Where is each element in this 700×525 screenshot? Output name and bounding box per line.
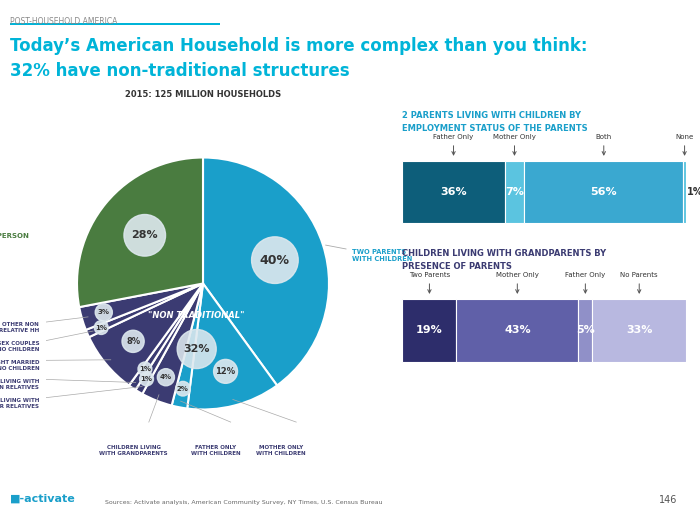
Bar bbox=[524, 161, 683, 223]
Text: No Parents: No Parents bbox=[620, 272, 658, 293]
Wedge shape bbox=[187, 284, 277, 410]
Text: 2015: 125 MILLION HOUSEHOLDS: 2015: 125 MILLION HOUSEHOLDS bbox=[125, 90, 281, 99]
Wedge shape bbox=[136, 284, 203, 394]
Text: POST-HOUSEHOLD AMERICA: POST-HOUSEHOLD AMERICA bbox=[10, 17, 117, 26]
Text: MOTHER ONLY
WITH CHILDREN: MOTHER ONLY WITH CHILDREN bbox=[256, 445, 306, 456]
Text: 146: 146 bbox=[659, 495, 678, 505]
Text: 2%: 2% bbox=[177, 386, 189, 392]
Text: FATHER ONLY
WITH CHILDREN: FATHER ONLY WITH CHILDREN bbox=[191, 445, 240, 456]
Text: 36%: 36% bbox=[440, 187, 467, 197]
Text: Father Only: Father Only bbox=[433, 134, 474, 155]
Text: Mother Only: Mother Only bbox=[496, 272, 539, 293]
Wedge shape bbox=[77, 158, 203, 307]
Text: 28%: 28% bbox=[132, 230, 158, 240]
Circle shape bbox=[214, 360, 237, 383]
Wedge shape bbox=[142, 284, 203, 405]
Text: 2 PARENTS LIVING WITH CHILDREN BY: 2 PARENTS LIVING WITH CHILDREN BY bbox=[402, 111, 582, 120]
Text: 33%: 33% bbox=[626, 326, 652, 335]
Text: CHILDREN LIVING
WITH GRANDPARENTS: CHILDREN LIVING WITH GRANDPARENTS bbox=[99, 445, 168, 456]
Text: Father Only: Father Only bbox=[565, 272, 606, 293]
Circle shape bbox=[139, 372, 153, 386]
Text: 32%: 32% bbox=[183, 344, 210, 354]
Text: Today’s American Household is more complex than you think:: Today’s American Household is more compl… bbox=[10, 37, 587, 55]
Text: 1%: 1% bbox=[687, 187, 700, 197]
Text: 5%: 5% bbox=[576, 326, 595, 335]
Text: 1%: 1% bbox=[139, 366, 151, 372]
Circle shape bbox=[122, 330, 144, 352]
Text: HOUSEHOLD FAMILY ARRANGEMENTS, U.S., 2015, PERCENT: HOUSEHOLD FAMILY ARRANGEMENTS, U.S., 201… bbox=[20, 114, 321, 123]
Text: Two Parents: Two Parents bbox=[409, 272, 450, 293]
Text: 3%: 3% bbox=[98, 309, 110, 316]
Bar bbox=[592, 299, 686, 362]
Text: None: None bbox=[676, 134, 694, 155]
Text: TWO PARENTS
WITH CHILDREN: TWO PARENTS WITH CHILDREN bbox=[326, 245, 412, 262]
Text: PRESENCE OF PARENTS: PRESENCE OF PARENTS bbox=[402, 262, 512, 271]
Text: Sources: Activate analysis, American Community Survey, NY Times, U.S. Census Bur: Sources: Activate analysis, American Com… bbox=[105, 500, 383, 505]
Wedge shape bbox=[86, 284, 203, 337]
Text: 8%: 8% bbox=[126, 337, 140, 346]
Bar bbox=[402, 299, 456, 362]
Text: OTHER NON
RELATIVE HH: OTHER NON RELATIVE HH bbox=[0, 322, 39, 333]
Text: CHILDREN LIVING WITH
OTHER RELATIVES: CHILDREN LIVING WITH OTHER RELATIVES bbox=[0, 398, 39, 408]
Text: ■-activate: ■-activate bbox=[10, 494, 76, 504]
Text: STRAIGHT MARRIED
COUPLES NO CHILDREN: STRAIGHT MARRIED COUPLES NO CHILDREN bbox=[0, 360, 39, 371]
Text: 12%: 12% bbox=[216, 367, 236, 376]
Text: CHILDREN LIVING WITH
NON RELATIVES: CHILDREN LIVING WITH NON RELATIVES bbox=[0, 379, 39, 390]
Wedge shape bbox=[89, 284, 203, 385]
Bar bbox=[683, 161, 686, 223]
Wedge shape bbox=[129, 284, 203, 390]
Bar bbox=[456, 299, 578, 362]
Text: 7%: 7% bbox=[505, 187, 524, 197]
Circle shape bbox=[251, 237, 298, 284]
Circle shape bbox=[124, 215, 165, 256]
Circle shape bbox=[95, 304, 113, 321]
Bar bbox=[578, 299, 592, 362]
Wedge shape bbox=[172, 284, 203, 408]
Text: Both: Both bbox=[596, 134, 612, 155]
Text: "NON TRADITIONAL": "NON TRADITIONAL" bbox=[148, 310, 245, 320]
Text: 4%: 4% bbox=[160, 374, 172, 380]
Text: Mother Only: Mother Only bbox=[493, 134, 536, 155]
Circle shape bbox=[158, 369, 174, 386]
Bar bbox=[402, 161, 505, 223]
Circle shape bbox=[177, 330, 216, 369]
Text: 32% have non-traditional structures: 32% have non-traditional structures bbox=[10, 62, 349, 80]
Text: 1%: 1% bbox=[95, 324, 107, 331]
Circle shape bbox=[94, 321, 108, 334]
Text: 56%: 56% bbox=[591, 187, 617, 197]
Text: SAME SEX COUPLES
NO CHILDREN: SAME SEX COUPLES NO CHILDREN bbox=[0, 341, 39, 352]
Text: 19%: 19% bbox=[416, 326, 443, 335]
Text: 1%: 1% bbox=[141, 376, 153, 382]
Text: 43%: 43% bbox=[504, 326, 531, 335]
Circle shape bbox=[176, 381, 190, 396]
Wedge shape bbox=[203, 158, 329, 385]
Circle shape bbox=[138, 362, 152, 376]
Text: EMPLOYMENT STATUS OF THE PARENTS: EMPLOYMENT STATUS OF THE PARENTS bbox=[402, 124, 588, 133]
Text: CHILDREN LIVING WITH GRANDPARENTS BY: CHILDREN LIVING WITH GRANDPARENTS BY bbox=[402, 249, 607, 258]
Text: 40%: 40% bbox=[260, 254, 290, 267]
Text: SINGLE PERSON: SINGLE PERSON bbox=[0, 233, 29, 239]
Bar bbox=[505, 161, 524, 223]
Wedge shape bbox=[79, 284, 203, 330]
